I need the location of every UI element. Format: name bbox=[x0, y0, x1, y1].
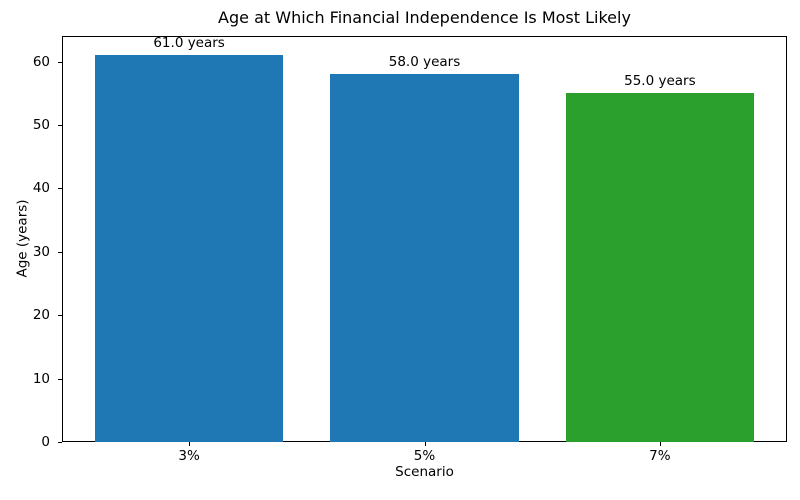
y-tick-label: 40 bbox=[32, 180, 50, 197]
bar-value-label: 55.0 years bbox=[624, 73, 696, 90]
bar bbox=[94, 55, 284, 442]
y-tick-mark bbox=[58, 378, 62, 380]
x-tick-label: 3% bbox=[178, 448, 200, 464]
x-tick-mark bbox=[659, 442, 661, 446]
y-tick-label: 10 bbox=[32, 370, 50, 387]
y-tick-mark bbox=[58, 251, 62, 253]
x-tick-label: 5% bbox=[413, 448, 436, 464]
y-tick-mark bbox=[58, 315, 62, 317]
y-tick-mark bbox=[58, 188, 62, 190]
bar-value-label: 61.0 years bbox=[153, 35, 225, 52]
y-tick-mark bbox=[58, 125, 62, 127]
x-axis-label: Scenario bbox=[395, 464, 454, 480]
y-tick-mark bbox=[58, 61, 62, 63]
chart-title: Age at Which Financial Independence Is M… bbox=[218, 8, 631, 27]
bar-value-label: 58.0 years bbox=[388, 54, 461, 71]
x-tick-label: 7% bbox=[649, 448, 671, 464]
y-tick-mark bbox=[58, 442, 62, 443]
y-tick-label: 50 bbox=[32, 117, 50, 134]
bar bbox=[330, 74, 519, 442]
bar bbox=[565, 93, 755, 442]
y-tick-label: 20 bbox=[32, 307, 50, 324]
y-tick-label: 0 bbox=[41, 434, 50, 450]
y-tick-label: 60 bbox=[32, 53, 50, 70]
x-tick-mark bbox=[424, 442, 426, 446]
x-tick-mark bbox=[189, 442, 191, 446]
y-tick-label: 30 bbox=[32, 243, 50, 260]
